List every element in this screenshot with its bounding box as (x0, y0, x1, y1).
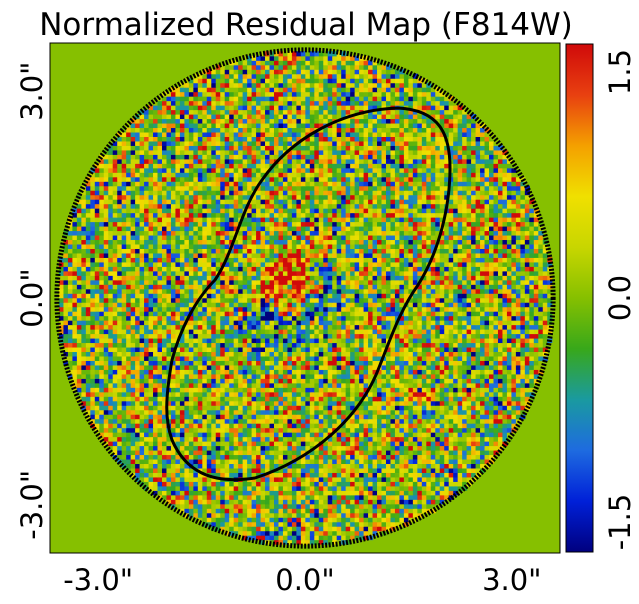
y-tick-label: 3.0" (15, 61, 49, 120)
x-tick-label: 3.0" (482, 563, 541, 597)
colorbar-tick-label: 0.0 (603, 275, 637, 321)
colorbar-ticks: -1.5 0.0 1.5 (603, 49, 637, 550)
x-tick-label: -3.0" (63, 563, 133, 597)
y-axis: -3.0" 0.0" 3.0" (15, 61, 49, 539)
x-tick-label: 0.0" (275, 563, 334, 597)
galaxy-contour (165, 106, 452, 482)
colorbar-bar (565, 43, 594, 553)
y-tick-label: 0.0" (15, 268, 49, 327)
plot-area (49, 42, 561, 554)
chart-title: Normalized Residual Map (F814W) (39, 7, 573, 43)
y-tick-label: -3.0" (15, 470, 49, 540)
colorbar: -1.5 0.0 1.5 (565, 43, 637, 553)
colorbar-tick-label: 1.5 (603, 49, 637, 95)
x-axis: -3.0" 0.0" 3.0" (63, 563, 541, 597)
plot-frame (49, 42, 561, 554)
aperture-circle (54, 47, 556, 549)
residual-pixels (58, 51, 553, 545)
colorbar-tick-label: -1.5 (603, 494, 637, 551)
